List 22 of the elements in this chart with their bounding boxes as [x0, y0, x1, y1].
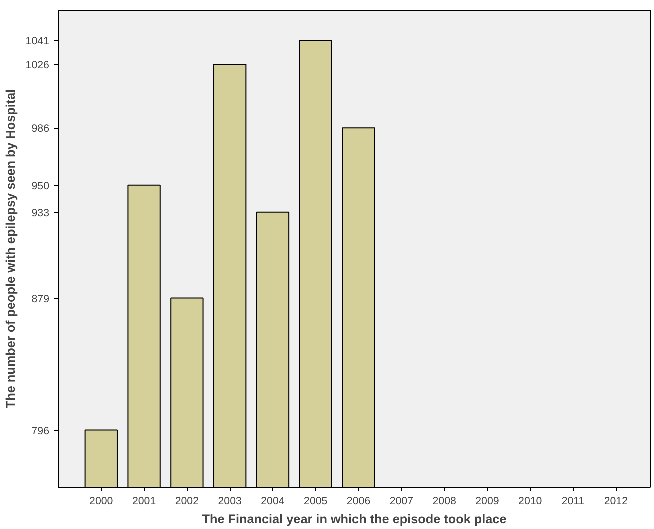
x-tick-label: 2007 [390, 496, 414, 508]
y-tick-label: 986 [32, 123, 50, 136]
y-tick-label: 879 [32, 293, 50, 306]
x-tick-label: 2004 [261, 496, 285, 508]
x-tick-label: 2001 [132, 496, 156, 508]
x-axis-title: The Financial year in which the episode took place [202, 512, 507, 526]
x-tick-label: 2011 [562, 496, 585, 508]
y-tick-label: 950 [32, 180, 50, 192]
x-tick-label: 2012 [604, 496, 628, 508]
x-tick-label: 2003 [218, 496, 242, 508]
y-tick-label: 933 [32, 207, 50, 220]
y-tick-label: 1041 [26, 36, 50, 48]
y-tick-label: 796 [32, 425, 50, 438]
x-tick-label: 2000 [90, 496, 114, 508]
y-tick-label: 1026 [26, 60, 50, 72]
x-tick-label: 2008 [432, 496, 457, 508]
x-tick-label: 2002 [175, 496, 200, 508]
x-tick-label: 2010 [518, 496, 542, 508]
x-tick-label: 2009 [476, 496, 500, 508]
x-tick-label: 2005 [304, 496, 328, 508]
y-axis-title: The number of people with epilepsy seen by Hospital [4, 89, 18, 409]
x-tick-label: 2006 [346, 496, 371, 508]
